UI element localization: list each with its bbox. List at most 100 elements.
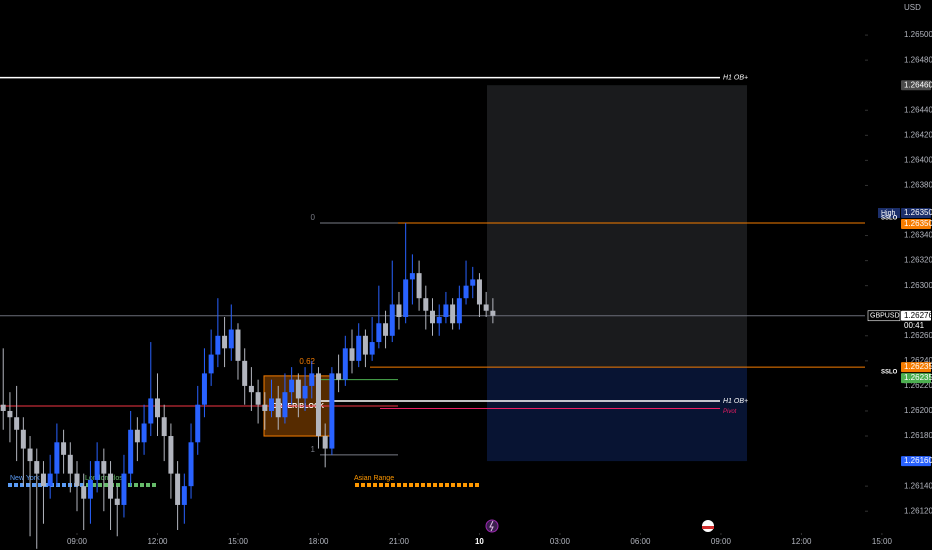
y-tick-label: 1.26480 [904,55,932,64]
x-tick-label: 03:00 [550,537,571,546]
price-label-box [901,219,931,230]
symbol-label: GBPUSD [870,313,900,320]
price-label: 1.26235 [904,362,932,371]
candle-body [369,342,375,355]
candle-body [222,335,228,349]
candle-body [141,423,147,443]
fib-label: 0.62 [299,357,315,366]
symbol-box [867,310,901,322]
candle-body [54,442,60,474]
stop-zone [487,367,747,462]
session-dot [463,483,467,487]
x-tick-label: 06:00 [630,537,651,546]
candle-body [436,316,442,324]
candle-body [0,404,6,411]
candle-body [121,473,127,505]
candle-body [322,436,328,449]
session-dot [391,483,395,487]
candle-body [302,385,308,399]
candle-body [101,461,107,474]
candle-body [476,279,482,305]
candle-body [175,473,181,505]
candle-body [195,404,201,443]
y-tick-label: 1.26260 [904,331,932,340]
candle-body [208,354,214,374]
candle-body [148,398,154,424]
session-dot [427,483,431,487]
candle-body [362,335,368,355]
candle-body [154,398,160,418]
price-label: 1.26235 [904,373,932,382]
session-dot [20,483,24,487]
fib-label: 0 [311,213,316,222]
x-tick-label: 12:00 [791,537,812,546]
y-tick-label: 1.26180 [904,431,932,440]
y-tick-label: 1.26140 [904,481,932,490]
candle-body [329,373,335,449]
candle-body [483,304,489,311]
candle-body [349,348,355,361]
session-dot [44,483,48,487]
candle-body [295,379,301,399]
countdown-box [901,320,931,331]
candle-body [463,285,469,299]
session-dot [104,483,108,487]
session-dot [409,483,413,487]
y-tick-label: 1.26200 [904,406,932,415]
price-label: 1.26276 [904,311,932,320]
x-tick-label: 09:00 [67,537,88,546]
tag-box [878,208,900,219]
candle-body [356,335,362,361]
target-zone [487,85,747,368]
x-tick-label: 09:00 [711,537,732,546]
session-dot [56,483,60,487]
candle-body [289,379,295,393]
candle-body [81,486,87,499]
price-tag: High [881,210,896,217]
session-dot [98,483,102,487]
y-tick-label: 1.26400 [904,155,932,164]
event-icon[interactable] [485,519,499,533]
x-tick-label: 15:00 [228,537,249,546]
candle-body [235,329,241,361]
candle-body [74,473,80,487]
candle-body [108,473,114,499]
candle-body [309,373,315,386]
candle-body [315,373,321,437]
session-dot [62,483,66,487]
level-label: H1 OB+ [723,75,748,82]
session-dot [421,483,425,487]
candle-body [396,304,402,317]
session-dot [397,483,401,487]
price-label-box [901,208,931,219]
x-tick-label: 15:00 [872,537,893,546]
session-dot [367,483,371,487]
session-dot [92,483,96,487]
session-dot [439,483,443,487]
price-label: 1.26460 [904,80,932,89]
y-tick-label: 1.26440 [904,105,932,114]
y-tick-label: 1.26340 [904,231,932,240]
candle-body [275,398,281,418]
session-dot [355,483,359,487]
candle-body [114,498,120,505]
price-label: 1.26350 [904,208,932,217]
x-tick-label: 21:00 [389,537,410,546]
session-dot [32,483,36,487]
price-label: 1.26160 [904,456,932,465]
candle-body [416,273,422,299]
y-tick-label: 1.26120 [904,506,932,515]
candle-body [470,279,476,286]
session-dot [146,483,150,487]
y-tick-label: 1.26500 [904,30,932,39]
price-tag: SSLO [881,370,898,376]
fib-label: 1 [311,445,316,454]
candle-body [61,442,67,455]
price-tag: SSLO [881,216,898,222]
session-label: London close [85,475,127,482]
candle-body [181,486,187,505]
candle-body [409,273,415,280]
price-label-box [901,80,931,91]
